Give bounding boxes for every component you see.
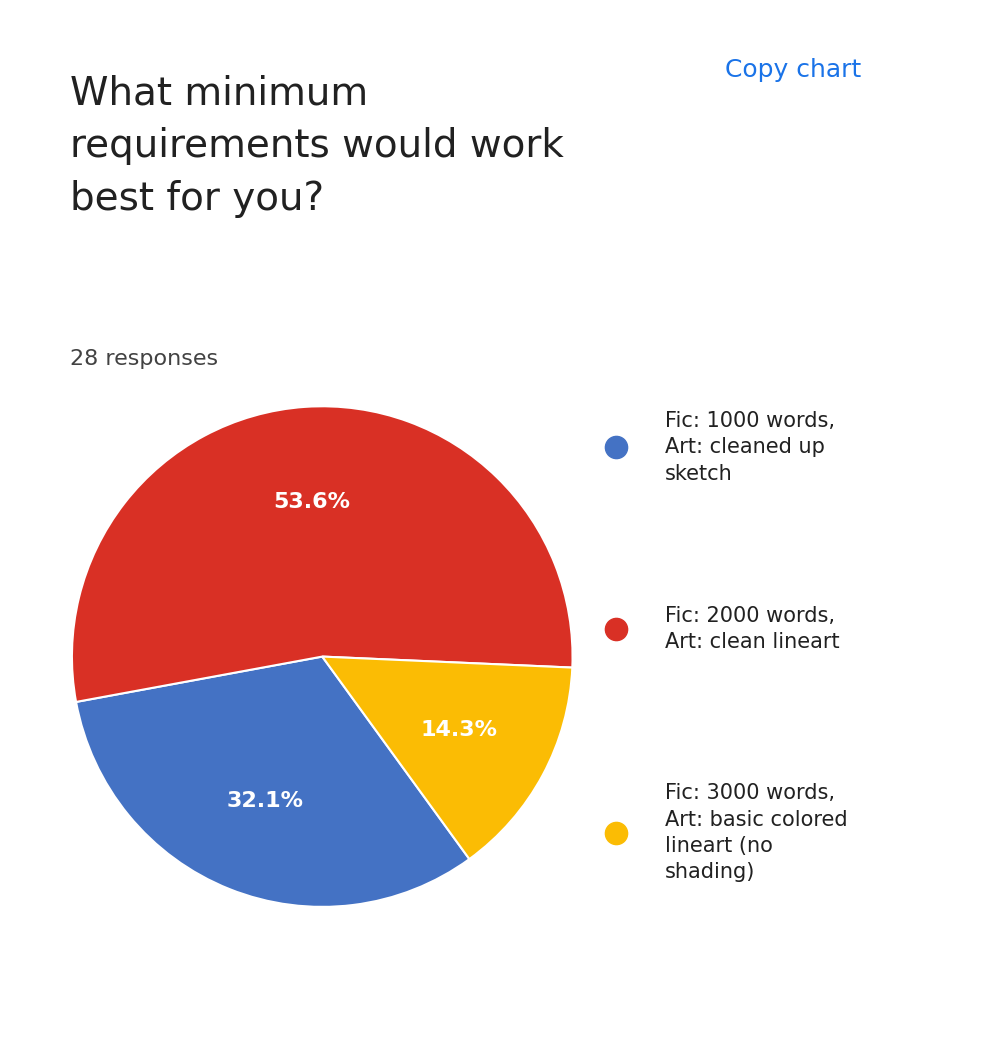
Text: Fic: 3000 words,
Art: basic colored
lineart (no
shading): Fic: 3000 words, Art: basic colored line…: [665, 784, 847, 882]
Wedge shape: [322, 657, 572, 859]
Wedge shape: [77, 657, 469, 907]
Text: 53.6%: 53.6%: [273, 491, 350, 511]
Wedge shape: [71, 407, 573, 702]
Text: 32.1%: 32.1%: [227, 791, 303, 811]
Text: Fic: 1000 words,
Art: cleaned up
sketch: Fic: 1000 words, Art: cleaned up sketch: [665, 411, 835, 484]
Text: Fic: 2000 words,
Art: clean lineart: Fic: 2000 words, Art: clean lineart: [665, 606, 839, 652]
Text: Copy chart: Copy chart: [725, 58, 861, 83]
Text: 14.3%: 14.3%: [421, 720, 497, 740]
Text: What minimum
requirements would work
best for you?: What minimum requirements would work bes…: [70, 74, 564, 218]
Text: 28 responses: 28 responses: [70, 349, 219, 370]
